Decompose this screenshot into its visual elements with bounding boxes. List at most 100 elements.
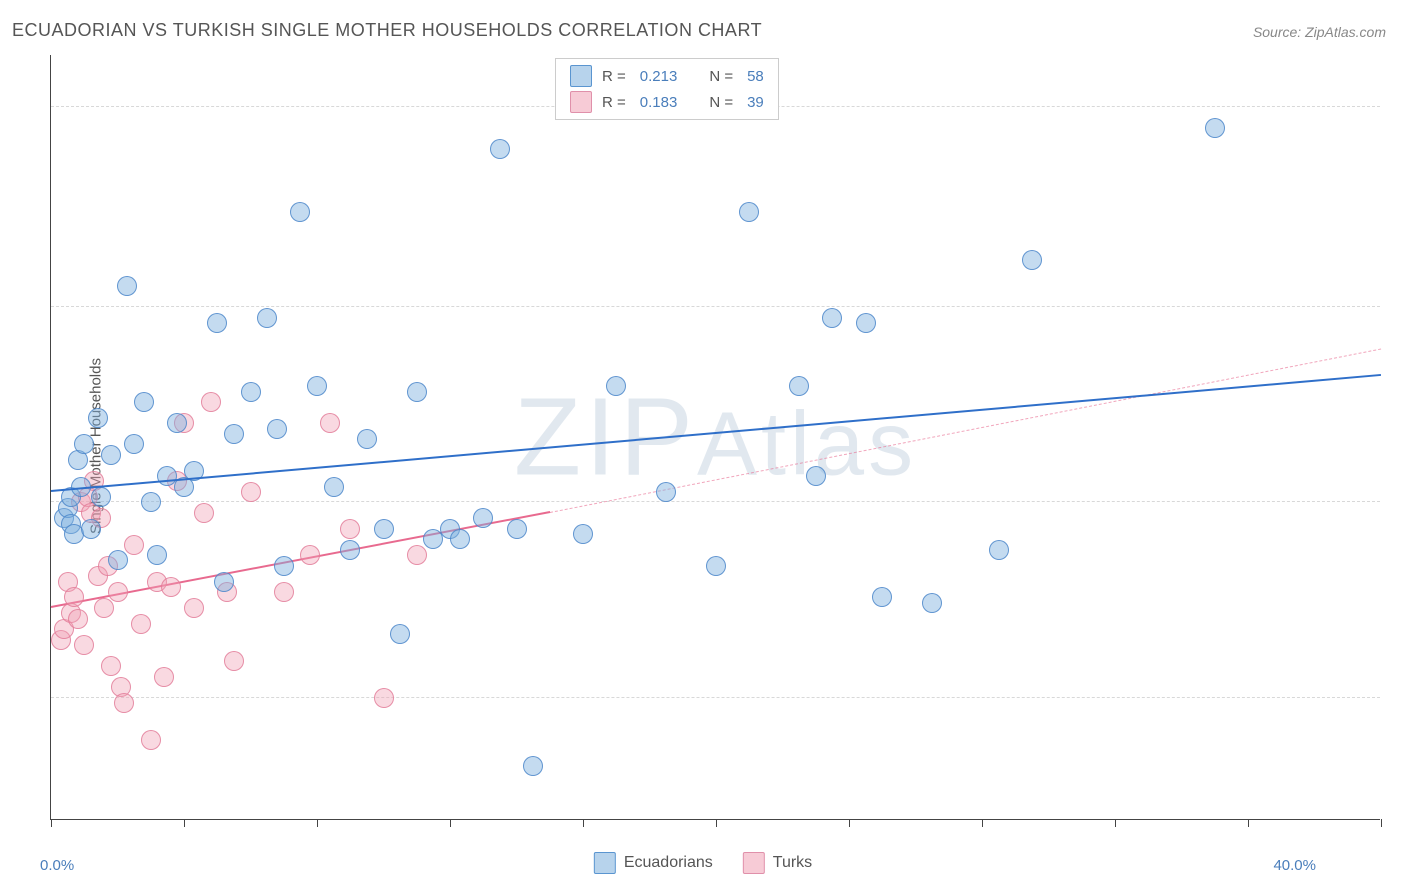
data-point-ecuadorian — [290, 202, 310, 222]
data-point-ecuadorian — [88, 408, 108, 428]
x-tick — [450, 819, 451, 827]
y-tick-label: 11.2% — [1390, 299, 1406, 316]
data-point-ecuadorian — [214, 572, 234, 592]
data-point-ecuadorian — [490, 139, 510, 159]
data-point-ecuadorian — [1205, 118, 1225, 138]
data-point-ecuadorian — [507, 519, 527, 539]
n-label: N = — [709, 94, 733, 111]
data-point-ecuadorian — [241, 382, 261, 402]
data-point-ecuadorian — [91, 487, 111, 507]
r-value: 0.183 — [640, 94, 678, 111]
data-point-ecuadorian — [108, 550, 128, 570]
data-point-turk — [68, 609, 88, 629]
source-attribution: Source: ZipAtlas.com — [1253, 24, 1386, 40]
data-point-ecuadorian — [167, 413, 187, 433]
data-point-turk — [141, 730, 161, 750]
data-point-ecuadorian — [117, 276, 137, 296]
data-point-ecuadorian — [324, 477, 344, 497]
legend-label: Turks — [773, 854, 812, 872]
data-point-ecuadorian — [407, 382, 427, 402]
y-tick-label: 15.0% — [1390, 98, 1406, 115]
data-point-turk — [340, 519, 360, 539]
r-value: 0.213 — [640, 68, 678, 85]
data-point-turk — [94, 598, 114, 618]
data-point-ecuadorian — [739, 202, 759, 222]
data-point-ecuadorian — [473, 508, 493, 528]
legend-item-ecuadorians: Ecuadorians — [594, 852, 713, 874]
x-tick — [51, 819, 52, 827]
data-point-ecuadorian — [390, 624, 410, 644]
data-point-ecuadorian — [340, 540, 360, 560]
n-value: 39 — [747, 94, 764, 111]
legend-item-turks: Turks — [743, 852, 812, 874]
data-point-turk — [74, 635, 94, 655]
data-point-turk — [184, 598, 204, 618]
gridline — [51, 306, 1380, 307]
data-point-ecuadorian — [922, 593, 942, 613]
data-point-turk — [300, 545, 320, 565]
data-point-ecuadorian — [656, 482, 676, 502]
data-point-turk — [201, 392, 221, 412]
watermark: ZIPAtlas — [514, 374, 917, 501]
data-point-ecuadorian — [267, 419, 287, 439]
data-point-ecuadorian — [357, 429, 377, 449]
x-tick — [583, 819, 584, 827]
data-point-ecuadorian — [822, 308, 842, 328]
r-label: R = — [602, 94, 626, 111]
data-point-ecuadorian — [706, 556, 726, 576]
x-tick — [716, 819, 717, 827]
data-point-turk — [114, 693, 134, 713]
legend-row-pink: R = 0.183 N = 39 — [556, 89, 778, 115]
data-point-ecuadorian — [257, 308, 277, 328]
data-point-ecuadorian — [523, 756, 543, 776]
x-axis-max-label: 40.0% — [1273, 857, 1316, 874]
data-point-turk — [108, 582, 128, 602]
data-point-turk — [374, 688, 394, 708]
data-point-ecuadorian — [789, 376, 809, 396]
x-tick — [184, 819, 185, 827]
data-point-turk — [407, 545, 427, 565]
y-tick-label: 7.5% — [1390, 494, 1406, 511]
x-axis-min-label: 0.0% — [40, 857, 74, 874]
n-value: 58 — [747, 68, 764, 85]
data-point-turk — [161, 577, 181, 597]
data-point-ecuadorian — [224, 424, 244, 444]
data-point-ecuadorian — [101, 445, 121, 465]
data-point-ecuadorian — [74, 434, 94, 454]
n-label: N = — [709, 68, 733, 85]
data-point-turk — [224, 651, 244, 671]
legend-row-blue: R = 0.213 N = 58 — [556, 63, 778, 89]
x-tick — [317, 819, 318, 827]
legend-label: Ecuadorians — [624, 854, 713, 872]
data-point-turk — [241, 482, 261, 502]
data-point-ecuadorian — [374, 519, 394, 539]
data-point-turk — [131, 614, 151, 634]
x-tick — [1248, 819, 1249, 827]
x-tick — [982, 819, 983, 827]
data-point-ecuadorian — [989, 540, 1009, 560]
legend-series: Ecuadorians Turks — [594, 852, 812, 874]
data-point-ecuadorian — [207, 313, 227, 333]
x-tick — [849, 819, 850, 827]
data-point-ecuadorian — [872, 587, 892, 607]
legend-swatch-pink — [743, 852, 765, 874]
data-point-turk — [154, 667, 174, 687]
r-label: R = — [602, 68, 626, 85]
data-point-ecuadorian — [141, 492, 161, 512]
legend-swatch-blue — [594, 852, 616, 874]
data-point-ecuadorian — [1022, 250, 1042, 270]
data-point-turk — [101, 656, 121, 676]
data-point-ecuadorian — [573, 524, 593, 544]
data-point-turk — [274, 582, 294, 602]
legend-correlation: R = 0.213 N = 58 R = 0.183 N = 39 — [555, 58, 779, 120]
data-point-ecuadorian — [274, 556, 294, 576]
data-point-turk — [64, 587, 84, 607]
scatter-plot-area: ZIPAtlas 3.8%7.5%11.2%15.0% — [50, 55, 1380, 820]
gridline — [51, 697, 1380, 698]
data-point-ecuadorian — [450, 529, 470, 549]
data-point-turk — [124, 535, 144, 555]
data-point-ecuadorian — [81, 519, 101, 539]
legend-swatch-blue — [570, 65, 592, 87]
data-point-ecuadorian — [856, 313, 876, 333]
data-point-turk — [194, 503, 214, 523]
